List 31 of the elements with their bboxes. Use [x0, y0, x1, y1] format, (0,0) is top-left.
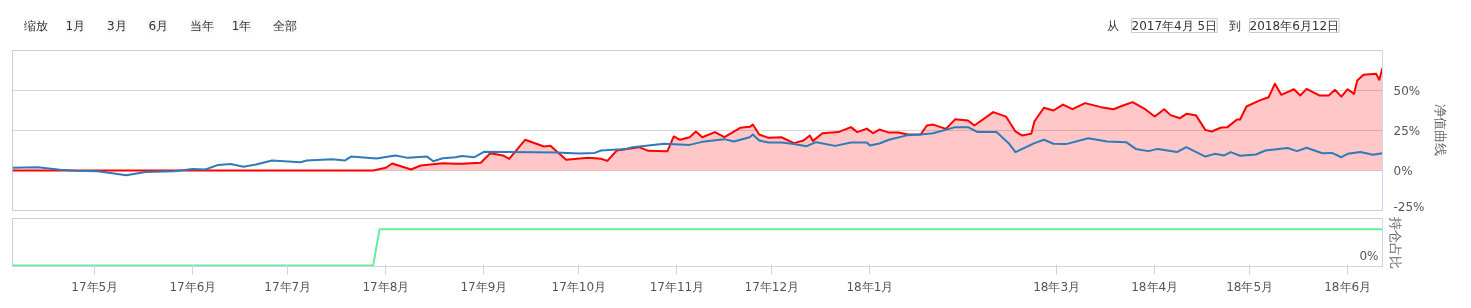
x-tick-label: 18年1月 [846, 279, 894, 294]
x-tick-label: 18年3月 [1033, 279, 1081, 294]
text: 3月 [106, 18, 127, 33]
text: 6月 [148, 18, 169, 33]
text: 全部 [273, 18, 298, 33]
y-tick-label: -25% [1393, 199, 1425, 214]
y-axis-title: 净值曲线 [1432, 104, 1448, 157]
annotation: 0% [1359, 249, 1379, 264]
y-axis-title: 持仓占比 [1387, 216, 1403, 269]
x-tick-label: 18年5月 [1226, 279, 1274, 294]
x-tick-label: 17年6月 [169, 279, 217, 294]
text: 到 [1228, 18, 1241, 33]
text: 从 [1106, 18, 1119, 33]
x-tick-label: 17年11月 [649, 279, 705, 294]
text: 2018年6月12日 [1249, 18, 1340, 33]
text: 2017年4月 5日 [1131, 18, 1218, 33]
text: 缩放 [23, 18, 48, 33]
x-tick-label: 17年8月 [362, 279, 410, 294]
y-tick-label: 25% [1393, 123, 1421, 138]
x-tick-label: 17年10月 [551, 279, 607, 294]
x-tick-label: 18年4月 [1131, 279, 1179, 294]
text: 当年 [190, 18, 215, 33]
x-tick-label: 17年9月 [460, 279, 508, 294]
x-tick-label: 17年5月 [71, 279, 119, 294]
y-tick-label: 0% [1393, 163, 1413, 178]
x-tick-label: 17年12月 [744, 279, 800, 294]
y-tick-label: 50% [1393, 83, 1421, 98]
text: 1月 [65, 18, 86, 33]
text: 1年 [231, 18, 252, 33]
x-tick-label: 17年7月 [264, 279, 312, 294]
x-tick-label: 18年6月 [1324, 279, 1372, 294]
